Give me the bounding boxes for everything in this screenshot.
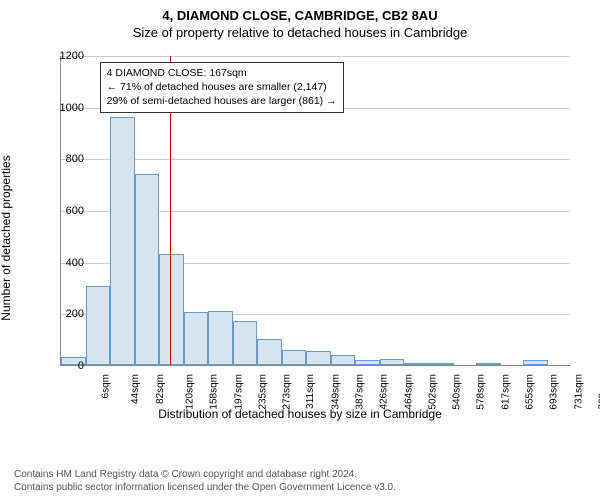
x-axis-label: Distribution of detached houses by size … bbox=[0, 407, 600, 421]
x-tick-label: 502sqm bbox=[427, 374, 438, 410]
x-tick-label: 464sqm bbox=[403, 374, 414, 410]
footer-attribution: Contains HM Land Registry data © Crown c… bbox=[14, 468, 396, 494]
y-tick-label: 1000 bbox=[44, 102, 84, 114]
x-tick-label: 426sqm bbox=[379, 374, 390, 410]
y-tick-label: 400 bbox=[44, 257, 84, 269]
histogram-bar bbox=[184, 312, 209, 365]
histogram-bar bbox=[282, 350, 307, 366]
plot-region: 4 DIAMOND CLOSE: 167sqm ← 71% of detache… bbox=[60, 56, 570, 366]
annotation-line-3: 29% of semi-detached houses are larger (… bbox=[107, 94, 337, 108]
footer-line-1: Contains HM Land Registry data © Crown c… bbox=[14, 468, 396, 481]
x-tick-label: 82sqm bbox=[155, 374, 166, 404]
x-tick-label: 6sqm bbox=[101, 374, 112, 398]
y-tick-label: 600 bbox=[44, 205, 84, 217]
x-tick-label: 235sqm bbox=[257, 374, 268, 410]
histogram-bar bbox=[159, 254, 184, 365]
y-axis-label: Number of detached properties bbox=[0, 155, 13, 320]
histogram-bar bbox=[257, 339, 282, 365]
x-tick-label: 693sqm bbox=[549, 374, 560, 410]
footer-line-2: Contains public sector information licen… bbox=[14, 481, 396, 494]
y-tick-label: 0 bbox=[44, 360, 84, 372]
annotation-box: 4 DIAMOND CLOSE: 167sqm ← 71% of detache… bbox=[100, 62, 344, 113]
y-tick-label: 800 bbox=[44, 153, 84, 165]
page-title-sub: Size of property relative to detached ho… bbox=[0, 23, 600, 46]
x-tick-label: 655sqm bbox=[525, 374, 536, 410]
histogram-bar bbox=[208, 311, 233, 365]
histogram-bar bbox=[476, 363, 501, 365]
histogram-bar bbox=[135, 174, 160, 365]
histogram-bar bbox=[404, 363, 429, 365]
histogram-bar bbox=[523, 360, 548, 365]
histogram-bar bbox=[233, 321, 258, 365]
x-tick-label: 44sqm bbox=[130, 374, 141, 404]
histogram-bar bbox=[306, 351, 331, 365]
x-tick-label: 540sqm bbox=[452, 374, 463, 410]
x-tick-label: 120sqm bbox=[185, 374, 196, 410]
histogram-bar bbox=[355, 360, 380, 365]
histogram-bar bbox=[110, 117, 135, 365]
x-tick-label: 578sqm bbox=[476, 374, 487, 410]
chart-container: Number of detached properties 4 DIAMOND … bbox=[0, 46, 600, 416]
x-tick-label: 311sqm bbox=[305, 374, 316, 409]
x-tick-label: 197sqm bbox=[233, 374, 244, 410]
x-tick-label: 273sqm bbox=[282, 374, 293, 410]
x-tick-label: 349sqm bbox=[330, 374, 341, 410]
histogram-bar bbox=[380, 359, 405, 365]
x-tick-label: 731sqm bbox=[573, 374, 584, 410]
x-tick-label: 158sqm bbox=[209, 374, 220, 410]
page-title-main: 4, DIAMOND CLOSE, CAMBRIDGE, CB2 8AU bbox=[0, 0, 600, 23]
histogram-bar bbox=[429, 363, 454, 365]
x-tick-label: 617sqm bbox=[500, 374, 511, 410]
annotation-line-1: 4 DIAMOND CLOSE: 167sqm bbox=[107, 66, 337, 80]
histogram-bar bbox=[86, 286, 111, 365]
x-tick-label: 387sqm bbox=[355, 374, 366, 410]
y-tick-label: 200 bbox=[44, 308, 84, 320]
histogram-bar bbox=[331, 355, 356, 365]
annotation-line-2: ← 71% of detached houses are smaller (2,… bbox=[107, 80, 337, 94]
y-tick-label: 1200 bbox=[44, 50, 84, 62]
